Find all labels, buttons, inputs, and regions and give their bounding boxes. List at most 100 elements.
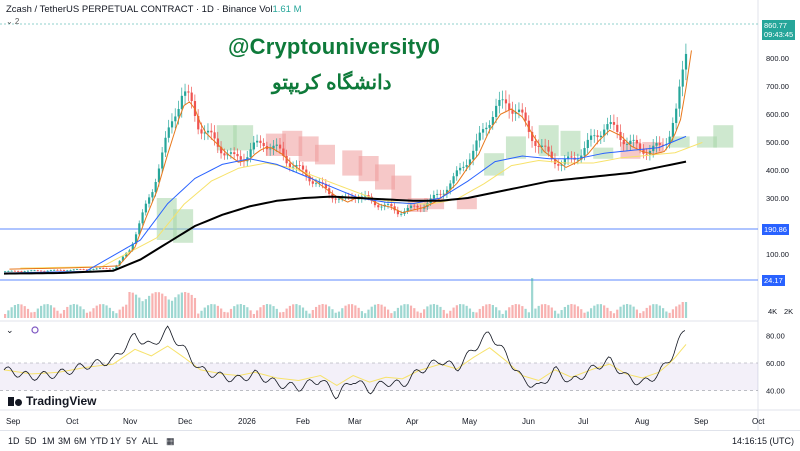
volume-bar — [596, 304, 599, 318]
candle-body — [295, 165, 298, 167]
candle-body — [527, 120, 530, 132]
candle-body — [521, 109, 524, 113]
candle-body — [570, 156, 573, 158]
volume-bar — [85, 312, 89, 318]
volume-bar — [681, 302, 684, 318]
calendar-icon[interactable]: ▦ — [166, 436, 175, 446]
volume-bar — [373, 304, 377, 318]
candle-body — [668, 136, 671, 145]
candle-body — [478, 132, 481, 141]
candle-body — [357, 198, 360, 200]
volume-bar — [485, 304, 488, 318]
clock[interactable]: 14:16:15 (UTC) — [731, 436, 794, 446]
volume-bar — [56, 310, 59, 318]
volume-bar — [246, 307, 249, 318]
indicator-collapse[interactable]: ⌄ 2 — [6, 17, 20, 26]
volume-bar — [328, 306, 331, 318]
candle-body — [455, 170, 458, 177]
candle-body — [553, 158, 557, 165]
candle-body — [213, 132, 216, 139]
time-tick-label: Feb — [296, 417, 310, 426]
candle-body — [275, 144, 278, 146]
candle-body — [13, 270, 17, 272]
candle-body — [367, 194, 370, 197]
volume-bar — [560, 310, 563, 318]
volume-bar — [36, 308, 39, 318]
candle-body — [583, 148, 586, 156]
candle-body — [475, 140, 478, 151]
volume-bar — [652, 304, 655, 318]
candle-body — [7, 270, 10, 272]
volume-bar — [331, 309, 334, 318]
volume-tick-label: 4K — [768, 307, 777, 316]
volume-bar — [242, 305, 246, 318]
ichimoku-cloud-segment — [375, 164, 396, 190]
timeframe-1d[interactable]: 1D — [8, 436, 20, 446]
candle-body — [72, 269, 75, 271]
volume-bar — [20, 304, 23, 318]
timeframe-1m[interactable]: 1M — [42, 436, 55, 446]
volume-bar — [233, 306, 236, 318]
volume-bar — [383, 306, 386, 318]
timeframe-5d[interactable]: 5D — [25, 436, 37, 446]
timeframe-1y[interactable]: 1Y — [110, 436, 122, 446]
volume-bar — [128, 292, 131, 318]
rsi-collapse-icon[interactable]: ⌄ — [6, 325, 14, 335]
candle-body — [184, 91, 187, 96]
candle-body — [79, 269, 82, 271]
rsi-settings-icon[interactable] — [31, 326, 39, 334]
volume-bar — [465, 305, 468, 318]
volume-bar — [347, 304, 350, 318]
ichimoku-cloud-segment — [505, 136, 526, 159]
volume-bar — [318, 304, 321, 318]
volume-bar — [625, 304, 629, 318]
volume-bar — [98, 304, 102, 318]
volume-bar — [364, 313, 367, 318]
symbol-title[interactable]: Zcash / TetherUS PERPETUAL CONTRACT · 1D… — [6, 4, 257, 15]
volume-bar — [586, 311, 589, 318]
candle-body — [387, 204, 390, 205]
volume-bar — [76, 304, 79, 318]
volume-bar — [472, 311, 475, 318]
candle-body — [154, 181, 157, 193]
candle-body — [609, 122, 612, 125]
candle-body — [544, 145, 547, 147]
timeframe-6m[interactable]: 6M — [74, 436, 87, 446]
candle-body — [501, 99, 504, 101]
price-tick-label: 600.00 — [766, 110, 789, 119]
timeframe-5y[interactable]: 5Y — [126, 436, 138, 446]
candle-body — [616, 124, 619, 132]
candle-body — [134, 234, 138, 244]
volume-bar — [259, 307, 262, 318]
volume-bar — [583, 312, 586, 318]
volume-bar — [619, 306, 622, 318]
timeframe-all[interactable]: ALL — [142, 436, 159, 446]
timeframe-ytd[interactable]: YTD — [90, 436, 108, 446]
candle-body — [396, 210, 400, 215]
rsi-tick-label: 40.00 — [766, 386, 785, 395]
candle-body — [115, 265, 118, 269]
timeframe-3m[interactable]: 3M — [58, 436, 71, 446]
volume-bar — [393, 311, 396, 318]
volume-bar — [220, 308, 223, 318]
ichimoku-cloud-segment — [282, 130, 303, 156]
candle-body — [203, 132, 206, 134]
candle-body — [167, 127, 170, 138]
volume-bar — [184, 292, 187, 318]
tradingview-logo: TradingView — [8, 394, 96, 408]
volume-bar — [49, 305, 53, 318]
volume-bar — [557, 313, 560, 318]
volume-bar — [524, 308, 527, 318]
volume-bar — [665, 311, 668, 318]
volume-bar — [131, 292, 134, 318]
volume-bar — [593, 305, 596, 318]
candle-body — [118, 260, 121, 266]
volume-bar — [62, 309, 66, 318]
rsi-tick-label: 80.00 — [766, 332, 785, 341]
symbol-header[interactable]: Zcash / TetherUS PERPETUAL CONTRACT · 1D… — [6, 4, 302, 15]
volume-bar — [314, 306, 318, 318]
price-axis-bg — [758, 0, 800, 430]
volume-bar — [167, 299, 170, 318]
volume-bar — [66, 306, 69, 318]
